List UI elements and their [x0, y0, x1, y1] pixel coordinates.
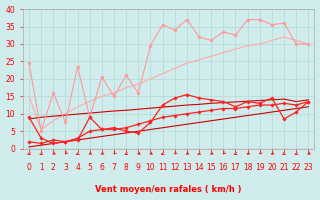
- X-axis label: Vent moyen/en rafales ( km/h ): Vent moyen/en rafales ( km/h ): [95, 185, 242, 194]
